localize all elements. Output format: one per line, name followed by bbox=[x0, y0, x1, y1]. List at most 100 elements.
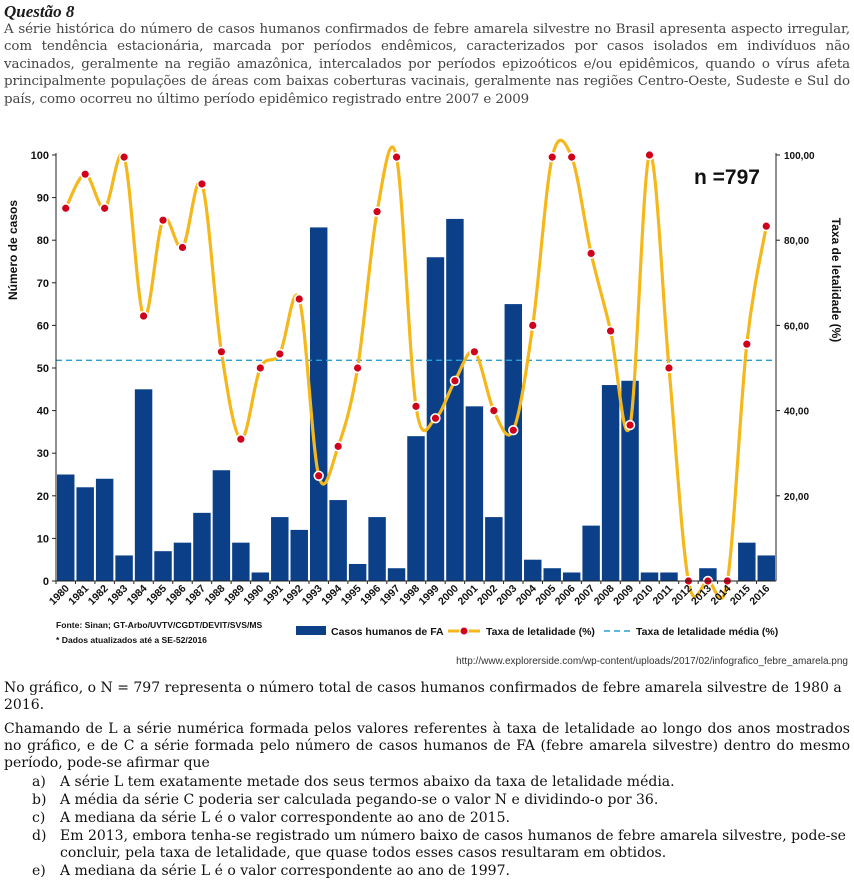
lethality-point-1990 bbox=[255, 362, 266, 374]
left-tick-label: 10 bbox=[37, 533, 49, 545]
option-text: A mediana da série L é o valor correspon… bbox=[60, 863, 510, 879]
right-tick-label: 100,00 bbox=[784, 151, 815, 162]
bar-2002 bbox=[485, 517, 503, 581]
bar-1995 bbox=[348, 563, 367, 581]
chart-legend: Casos humanos de FA Taxa de letalidade (… bbox=[296, 626, 778, 638]
left-tick-label: 30 bbox=[37, 448, 49, 460]
x-tick-label-2015: 2015 bbox=[728, 583, 753, 608]
left-tick-label: 100 bbox=[31, 150, 49, 162]
lethality-point-1999 bbox=[430, 413, 441, 424]
lethality-point-1997 bbox=[391, 151, 402, 163]
question-title: Questão 8 bbox=[4, 2, 75, 21]
option-b[interactable]: b) A média da série C poderia ser calcula… bbox=[32, 792, 850, 809]
chart-source: Fonte: Sinan; GT-Arbo/UVTV/CGDT/DEVIT/SV… bbox=[56, 620, 263, 630]
y-axis-right-label: Taxa de letalidade (%) bbox=[829, 218, 843, 342]
bar-2015 bbox=[738, 542, 756, 581]
left-tick-label: 80 bbox=[37, 235, 49, 247]
lethality-point-2001 bbox=[469, 346, 480, 358]
x-tick-label-1991: 1991 bbox=[261, 583, 286, 608]
x-tick-label-1986: 1986 bbox=[164, 583, 189, 608]
option-e[interactable]: e) A mediana da série L é o valor corresp… bbox=[32, 863, 850, 880]
option-text: A média da série C poderia ser calculada… bbox=[60, 792, 659, 808]
bar-2011 bbox=[660, 572, 678, 581]
option-letter: b) bbox=[32, 792, 47, 808]
x-tick-label-1984: 1984 bbox=[125, 583, 150, 608]
legend-line-marker bbox=[459, 626, 469, 636]
yellow-fever-chart: 0 10 20 30 40 50 60 70 80 90 100 20,00 40,00 60,00 80,… bbox=[6, 138, 843, 645]
lethality-point-1986 bbox=[177, 242, 188, 253]
x-tick-label-1993: 1993 bbox=[300, 583, 325, 608]
lethality-point-2007 bbox=[585, 248, 597, 259]
x-tick-label-2013: 2013 bbox=[689, 583, 714, 608]
option-letter: c) bbox=[32, 810, 46, 826]
bar-1991 bbox=[271, 517, 289, 581]
lethality-point-2005 bbox=[547, 151, 558, 163]
lethality-line bbox=[64, 138, 768, 601]
option-a[interactable]: a) A série L tem exatamente metade dos se… bbox=[32, 774, 850, 791]
bar-2004 bbox=[524, 559, 542, 581]
x-tick-label-2008: 2008 bbox=[592, 583, 617, 608]
bar-1986 bbox=[173, 542, 192, 581]
x-tick-label-1987: 1987 bbox=[183, 583, 208, 608]
x-tick-label-1998: 1998 bbox=[397, 583, 422, 608]
paragraph-series: Chamando de L a série numérica formada p… bbox=[4, 721, 850, 771]
lethality-point-2016 bbox=[761, 220, 772, 232]
bar-1993 bbox=[309, 227, 328, 582]
x-tick-label-2003: 2003 bbox=[494, 583, 519, 608]
x-tick-label-1990: 1990 bbox=[241, 583, 266, 608]
lethality-point-2004 bbox=[527, 320, 538, 331]
x-tick-label-1983: 1983 bbox=[105, 583, 130, 608]
option-d[interactable]: d) Em 2013, embora tenha-se registrado um… bbox=[32, 828, 850, 862]
left-tick-label: 40 bbox=[37, 406, 49, 418]
lethality-point-2006 bbox=[566, 151, 577, 163]
n-total-label: n =797 bbox=[694, 166, 760, 189]
lethality-point-1989 bbox=[235, 433, 247, 445]
lethality-point-1996 bbox=[371, 206, 383, 217]
lethality-point-1995 bbox=[352, 362, 363, 374]
legend-bar-label: Casos humanos de FA bbox=[331, 626, 444, 638]
lethality-point-1980 bbox=[60, 203, 71, 214]
lethality-point-2011 bbox=[663, 362, 675, 374]
lethality-point-2002 bbox=[488, 405, 500, 416]
answer-options: a) A série L tem exatamente metade dos se… bbox=[32, 774, 850, 881]
lethality-point-2015 bbox=[741, 338, 753, 350]
bar-1997 bbox=[387, 568, 406, 581]
x-tick-label-1981: 1981 bbox=[66, 583, 91, 608]
lethality-point-2009 bbox=[624, 419, 636, 431]
option-letter: e) bbox=[32, 863, 46, 879]
lethality-point-1994 bbox=[332, 441, 344, 452]
option-text: Em 2013, embora tenha-se registrado um n… bbox=[60, 828, 846, 861]
x-tick-label-2010: 2010 bbox=[631, 583, 656, 608]
paragraph-n: No gráfico, o N = 797 representa o númer… bbox=[4, 680, 842, 713]
legend-line-label: Taxa de letalidade (%) bbox=[486, 626, 595, 638]
lethality-point-1983 bbox=[118, 151, 130, 163]
lethality-point-1992 bbox=[294, 293, 305, 305]
bar-1988 bbox=[212, 470, 231, 581]
bar-2010 bbox=[640, 572, 659, 581]
x-tick-label-2011: 2011 bbox=[651, 583, 676, 608]
bar-2005 bbox=[543, 568, 561, 581]
left-tick-label: 20 bbox=[37, 491, 49, 503]
x-tick-label-1997: 1997 bbox=[378, 583, 403, 608]
x-tick-label-1985: 1985 bbox=[144, 583, 169, 608]
bar-1982 bbox=[95, 478, 114, 581]
lethality-point-1993 bbox=[313, 470, 324, 481]
x-tick-label-2001: 2001 bbox=[455, 583, 480, 608]
option-c[interactable]: c) A mediana da série L é o valor corresp… bbox=[32, 810, 850, 827]
left-tick-label: 0 bbox=[43, 576, 49, 588]
x-tick-label-1982: 1982 bbox=[86, 583, 111, 608]
x-tick-label-2002: 2002 bbox=[475, 583, 500, 608]
left-tick-label: 60 bbox=[37, 320, 49, 332]
bar-1987 bbox=[193, 512, 211, 581]
bar-2009 bbox=[621, 380, 639, 581]
right-tick-label: 40,00 bbox=[784, 407, 809, 418]
bar-1981 bbox=[76, 487, 94, 581]
x-tick-label-1996: 1996 bbox=[358, 583, 383, 608]
right-tick-label: 20,00 bbox=[784, 492, 809, 503]
lethality-point-1998 bbox=[410, 401, 422, 412]
x-tick-label-1999: 1999 bbox=[417, 583, 442, 608]
x-tick-label-2006: 2006 bbox=[553, 583, 578, 608]
lethality-point-1984 bbox=[138, 310, 149, 322]
lethality-point-2003 bbox=[508, 424, 519, 436]
lethality-point-2010 bbox=[644, 149, 655, 161]
